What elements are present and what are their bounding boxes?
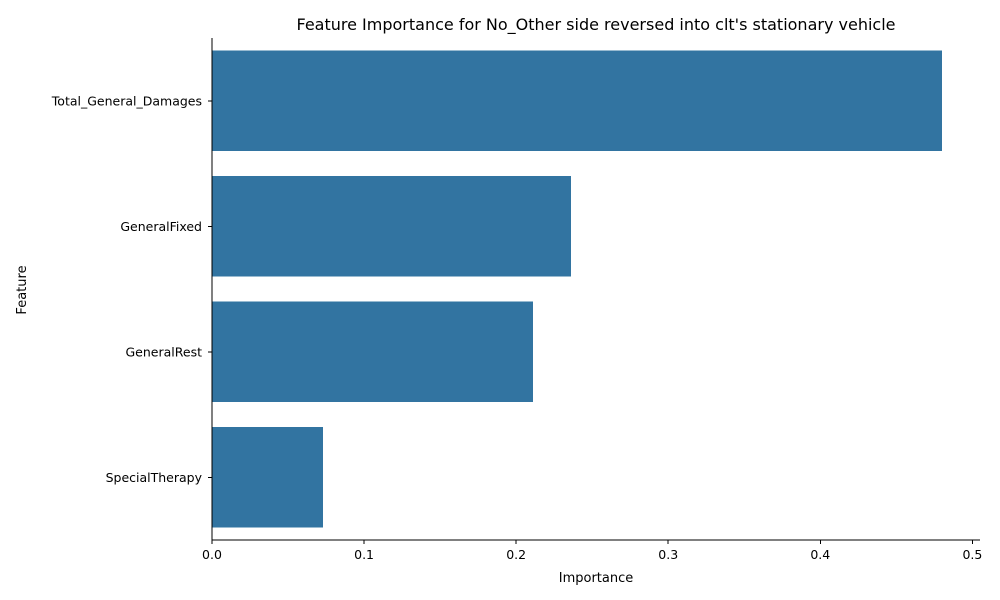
- x-tick-label: 0.1: [354, 547, 374, 562]
- y-tick-label: GeneralFixed: [120, 219, 202, 234]
- x-tick-label: 0.2: [506, 547, 526, 562]
- y-axis-label: Feature: [15, 265, 30, 314]
- y-ticks: Total_General_Damages GeneralFixed General…: [51, 93, 212, 485]
- bar-specialtherapy: [212, 427, 324, 528]
- y-tick-label: GeneralRest: [126, 344, 203, 359]
- y-tick-label: Total_General_Damages: [51, 93, 202, 108]
- x-tick-label: 0.4: [810, 547, 830, 562]
- bar-generalfixed: [212, 176, 571, 277]
- bar-total-general-damages: [212, 50, 942, 151]
- x-tick-label: 0.5: [962, 547, 982, 562]
- x-tick-label: 0.0: [202, 547, 222, 562]
- bar-generalrest: [212, 301, 533, 402]
- bars-layer: [212, 50, 942, 528]
- x-ticks: 0.0 0.1 0.2 0.3 0.4 0.5: [202, 540, 982, 562]
- chart-title: Feature Importance for No_Other side rev…: [297, 15, 896, 35]
- y-tick-label: SpecialTherapy: [106, 470, 203, 485]
- axes-spines: [211, 38, 980, 541]
- x-tick-label: 0.3: [658, 547, 678, 562]
- x-axis-label: Importance: [559, 571, 634, 586]
